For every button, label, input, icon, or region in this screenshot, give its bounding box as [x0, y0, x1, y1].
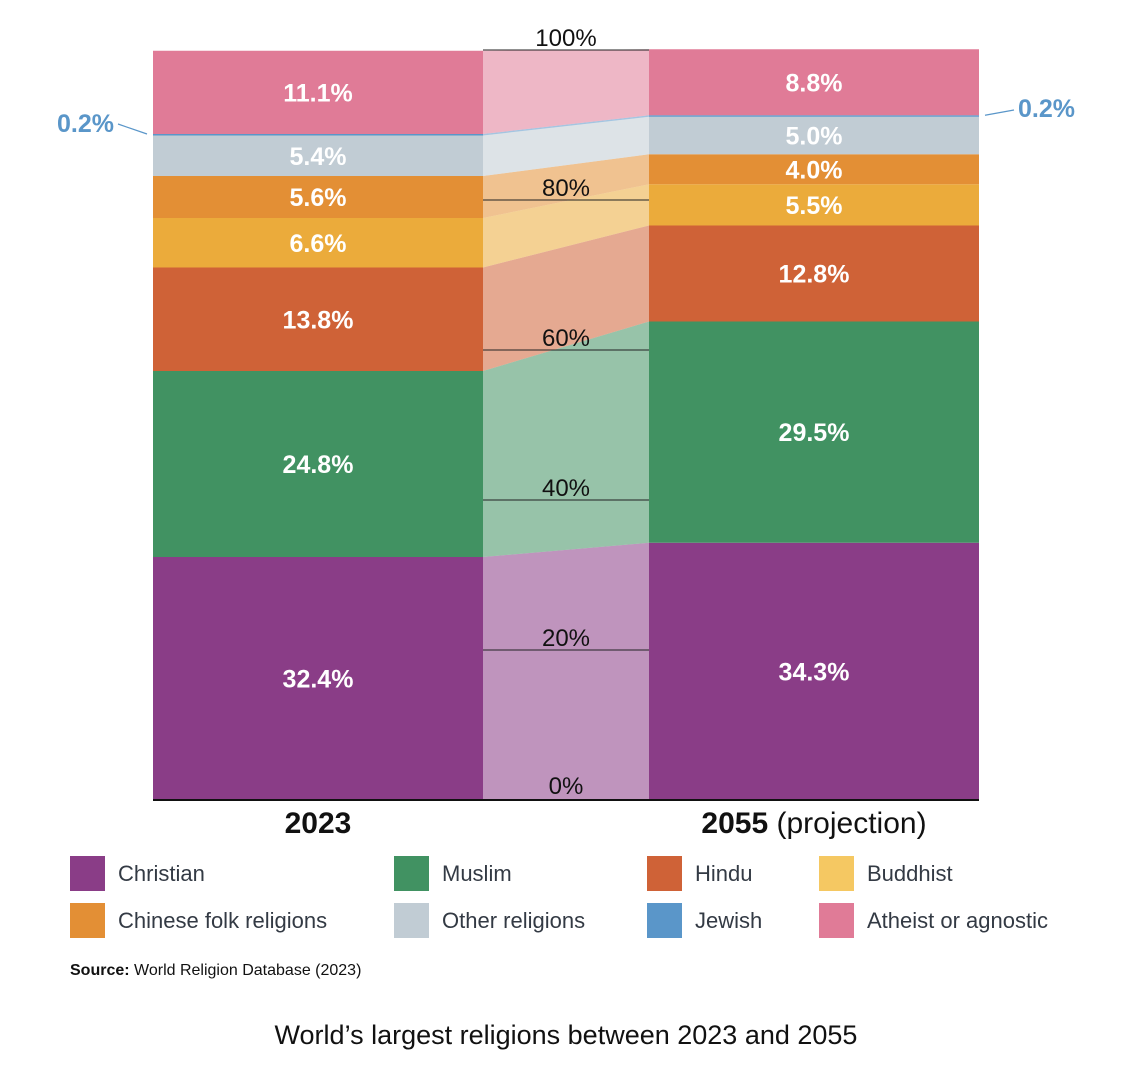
- data-label: 32.4%: [283, 666, 354, 694]
- bar-segment: [649, 115, 979, 117]
- data-label: 0.2%: [1018, 95, 1075, 123]
- bar-segment: [649, 154, 979, 185]
- legend-item: Muslim: [394, 856, 512, 891]
- data-label: 24.8%: [283, 451, 354, 479]
- source-note: Source: World Religion Database (2023): [70, 962, 361, 980]
- legend-label: Hindu: [695, 860, 753, 886]
- legend-label: Muslim: [442, 860, 512, 886]
- legend-label: Chinese folk religions: [118, 907, 328, 933]
- data-label: 5.4%: [290, 143, 347, 171]
- connector-christian: [483, 542, 649, 800]
- bar-segment: [649, 116, 979, 155]
- bar-segment: [649, 321, 979, 543]
- legend-item: Jewish: [647, 903, 762, 938]
- source-text: World Religion Database (2023): [129, 962, 362, 979]
- x-category-label: 2023: [285, 807, 352, 840]
- data-label: 29.5%: [779, 419, 850, 447]
- bar-segment: [153, 134, 483, 136]
- source-label: Source:: [70, 962, 130, 979]
- bar-segment: [153, 218, 483, 268]
- legend-item: Atheist or agnostic: [819, 903, 1048, 938]
- leader-line: [117, 123, 148, 135]
- legend-swatch: [70, 903, 105, 938]
- legend-label: Other religions: [442, 907, 586, 933]
- legend-label: Christian: [118, 860, 205, 886]
- legend-swatch: [394, 856, 429, 891]
- y-tick-label: 80%: [542, 175, 590, 202]
- bar-segment: [153, 176, 483, 218]
- legend-label: Jewish: [695, 907, 763, 933]
- data-label: 5.5%: [786, 192, 843, 220]
- leader-line: [984, 109, 1015, 116]
- y-tick-label: 40%: [542, 475, 590, 502]
- legend-swatch: [70, 856, 105, 891]
- data-label: 0.2%: [57, 110, 114, 138]
- connector-jewish: [483, 115, 649, 136]
- legend-swatch: [819, 903, 854, 938]
- data-label: 12.8%: [779, 261, 850, 289]
- legend-item: Hindu: [647, 856, 752, 891]
- bar-segment: [153, 50, 483, 134]
- bar-segment: [153, 371, 483, 557]
- data-label: 4.0%: [786, 156, 843, 184]
- connector-other-religions: [483, 116, 649, 176]
- legend-swatch: [647, 903, 682, 938]
- y-tick-label: 20%: [542, 625, 590, 652]
- bar-segment: [153, 267, 483, 371]
- legend-label: Atheist or agnostic: [867, 907, 1048, 933]
- legend-label: Buddhist: [867, 860, 953, 886]
- y-tick-label: 0%: [549, 773, 584, 800]
- connector-hindu: [483, 225, 649, 371]
- chart-title: World’s largest religions between 2023 a…: [274, 1020, 858, 1050]
- y-tick-label: 60%: [542, 325, 590, 352]
- data-label: 34.3%: [779, 658, 850, 686]
- data-label: 6.6%: [290, 230, 347, 258]
- legend-item: Buddhist: [819, 856, 953, 891]
- x-category-label: 2055 (projection): [701, 807, 926, 840]
- data-label: 11.1%: [283, 79, 353, 107]
- y-tick-label: 100%: [535, 25, 596, 52]
- data-label: 13.8%: [283, 306, 354, 334]
- legend-item: Chinese folk religions: [70, 903, 327, 938]
- legend-item: Christian: [70, 856, 205, 891]
- data-label: 5.0%: [786, 123, 843, 151]
- bar-segment: [649, 542, 979, 800]
- connector-atheist-or-agnostic: [483, 49, 649, 134]
- bar-segment: [649, 184, 979, 226]
- bar-segment: [153, 557, 483, 800]
- legend-swatch: [394, 903, 429, 938]
- bar-segment: [649, 225, 979, 322]
- connector-buddhist: [483, 184, 649, 268]
- bar-segment: [153, 135, 483, 176]
- data-label: 8.8%: [786, 69, 843, 97]
- connector-muslim: [483, 321, 649, 557]
- bar-segment: [649, 49, 979, 116]
- legend-swatch: [647, 856, 682, 891]
- legend-item: Other religions: [394, 903, 585, 938]
- data-label: 5.6%: [290, 184, 347, 212]
- connector-chinese-folk-religions: [483, 154, 649, 218]
- legend-swatch: [819, 856, 854, 891]
